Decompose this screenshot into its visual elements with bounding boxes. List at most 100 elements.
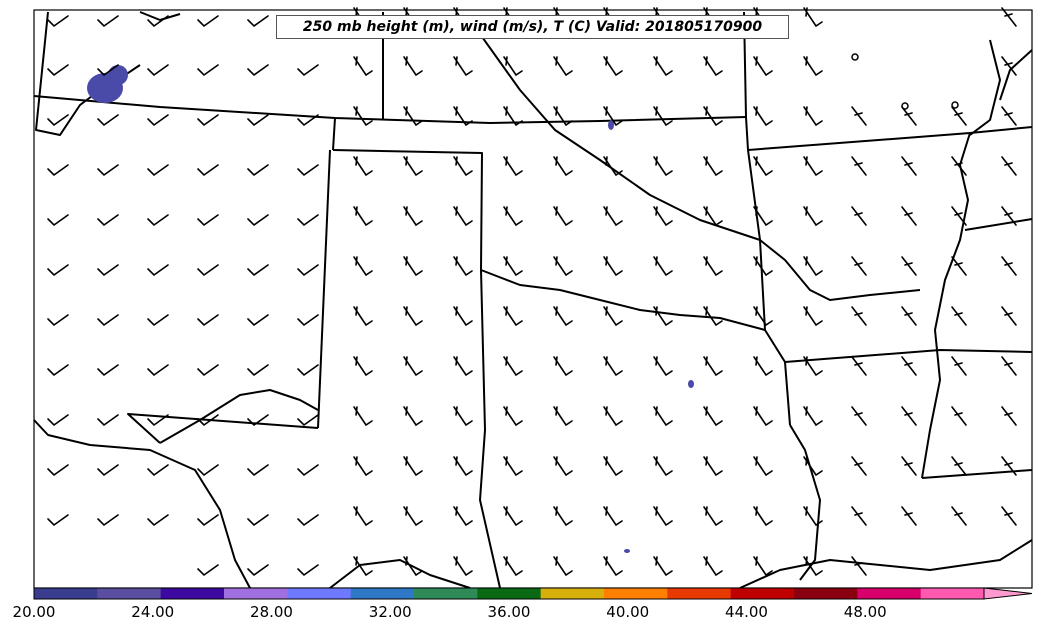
wind-barb [553,206,573,227]
wind-barb [453,406,473,427]
wind-barb [703,406,723,427]
wind-barb [1001,156,1017,176]
wind-barb [653,406,673,427]
wind-barb [803,356,823,377]
wind-barb [603,206,623,227]
wind-barb [653,106,673,127]
wind-barb [851,406,867,426]
wind-barb [553,106,573,127]
wind-barb [951,406,967,426]
wind-barb [503,256,523,277]
wind-barb [247,514,269,527]
wind-barb [1001,406,1017,426]
wind-barb [951,506,967,526]
wind-barb [553,406,573,427]
wind-barb [297,514,319,527]
wind-barb [147,414,169,427]
wind-barb [147,364,169,377]
wind-barb [197,364,219,377]
wind-barb [1001,306,1017,326]
wind-barb [247,414,269,427]
wind-barb [851,456,867,476]
temp-patch-oklahoma [688,380,694,388]
wind-barb [603,406,623,427]
wind-barb [197,114,219,127]
wind-barb [703,456,723,477]
wind-barb [503,156,523,177]
wind-barb [703,306,723,327]
wind-barb [97,314,119,327]
boundary-nm-mx [159,389,319,444]
wind-barb [653,56,673,77]
wind-barb [603,106,623,127]
wind-barb [553,556,573,577]
wind-barb [453,506,473,527]
boundary-co-ks [332,117,336,151]
temperature-patches [87,65,694,553]
wind-barb [851,356,867,376]
wind-barb [197,564,219,577]
wind-barb [47,64,69,77]
wind-barb [603,256,623,277]
wind-barb [503,356,523,377]
wind-barb [653,556,673,577]
wind-barb [353,456,373,477]
wind-barb [247,314,269,327]
wind-barb [803,56,823,77]
wind-barb [97,264,119,277]
colorbar-segment [477,588,542,599]
wind-barb [453,56,473,77]
wind-barb [197,264,219,277]
wind-barb [353,56,373,77]
wind-barb [47,15,69,28]
wind-barb [901,356,917,376]
wind-barb [147,164,169,177]
wind-barb [403,156,423,177]
temp-patch-texas [624,549,630,553]
wind-barb [753,506,773,527]
colorbar-tick-label: 48.00 [843,603,887,621]
wind-barb [453,106,473,127]
boundary-red-river [480,269,766,331]
wind-barb [703,106,723,127]
wind-barb [703,156,723,177]
wind-barb [703,506,723,527]
wind-barb [97,15,119,28]
wind-barb [901,206,917,226]
wind-barb [753,106,773,127]
wind-barb [1001,206,1017,226]
wind-barb [951,306,967,326]
wind-barb [147,114,169,127]
wind-barb [297,64,319,77]
wind-barb [803,206,823,227]
wind-barb [851,556,867,576]
colorbar-segment [97,588,162,599]
calm-marker-2 [901,102,909,110]
wind-barb [97,514,119,527]
wind-barb [47,214,69,227]
wind-barb [951,456,967,476]
wind-barb [851,156,867,176]
colorbar-segment [857,588,922,599]
wind-barb [951,156,967,176]
wind-barb [403,56,423,77]
wind-barb [297,414,319,427]
wind-barb [297,264,319,277]
wind-barb [297,214,319,227]
wind-barb [503,506,523,527]
wind-barb [603,356,623,377]
wind-barb [47,114,69,127]
wind-barb [453,456,473,477]
colorbar-segment [794,588,858,599]
wind-barb [297,464,319,477]
wind-barb [147,264,169,277]
wind-barb [197,514,219,527]
colorbar-tick-label: 44.00 [725,603,768,621]
wind-barb [803,7,823,28]
wind-barb [247,64,269,77]
wind-barb [703,356,723,377]
wind-barb [197,15,219,28]
wind-barb [753,356,773,377]
colorbar-segment [540,588,605,599]
